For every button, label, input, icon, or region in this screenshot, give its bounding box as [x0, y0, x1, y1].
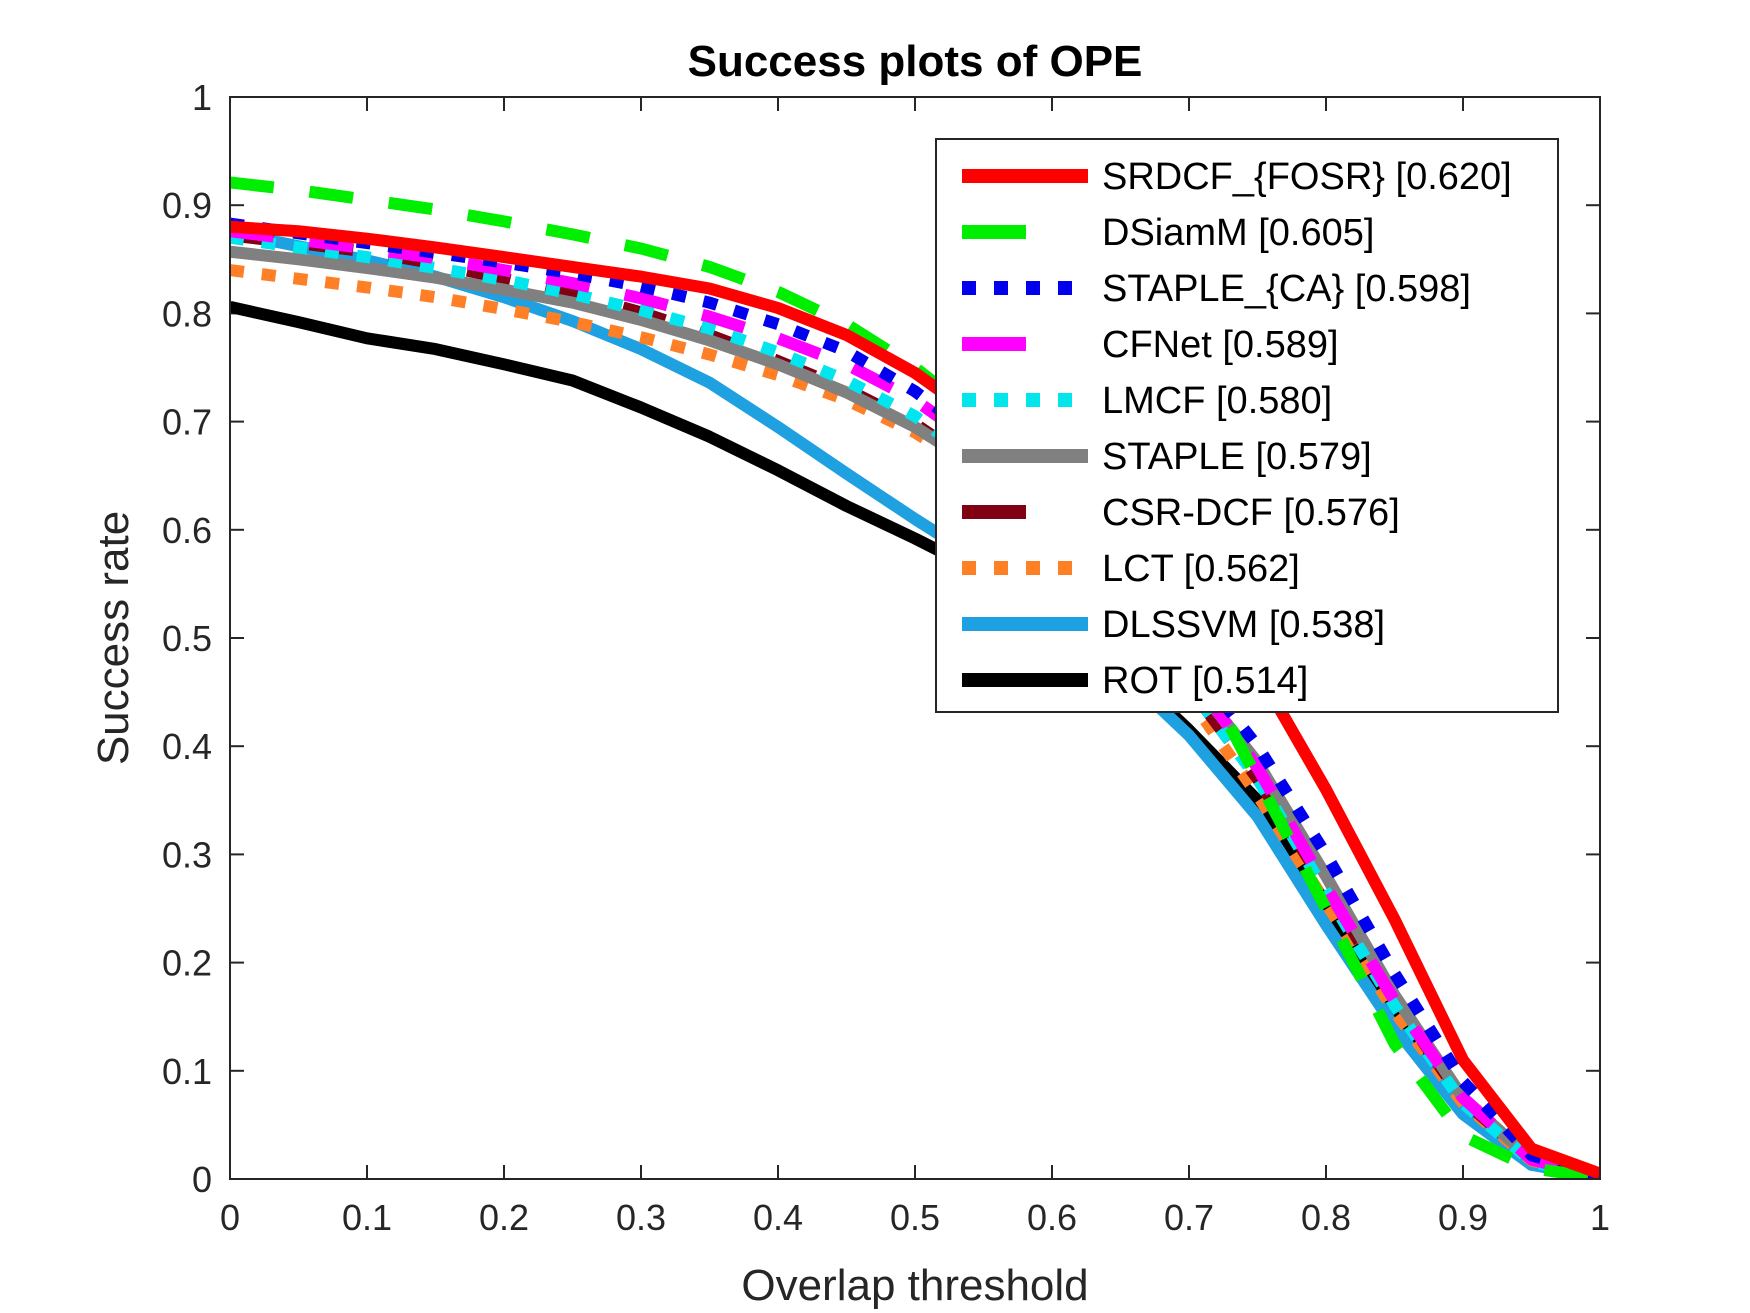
x-tick-label: 0 [220, 1197, 240, 1238]
y-tick-label: 0.3 [162, 834, 212, 875]
x-tick-label: 0.5 [890, 1197, 940, 1238]
series-line-6 [230, 245, 1600, 1179]
x-axis-label: Overlap threshold [741, 1261, 1088, 1310]
series-line-1 [230, 220, 1600, 1179]
legend-label: DLSSVM [0.538] [1102, 604, 1385, 646]
y-tick-label: 1 [192, 77, 212, 118]
plot-frame [229, 96, 1601, 1180]
x-tick-label: 0.4 [753, 1197, 803, 1238]
legend-box [935, 138, 1559, 713]
series-line-4 [230, 225, 1600, 1179]
x-tick-label: 1 [1590, 1197, 1610, 1238]
x-tick-label: 0.1 [342, 1197, 392, 1238]
legend-label: STAPLE_{CA} [0.598] [1102, 268, 1471, 310]
legend-label: CSR-DCF [0.576] [1102, 492, 1400, 534]
axis-ticks: 0 0.1 0.2 0.3 0.4 0.5 0.6 0.7 0.8 0.9 1 0 0.1 0.2 0.3 0… [162, 77, 1610, 1238]
x-tick-label: 0.6 [1027, 1197, 1077, 1238]
y-tick-label: 0.6 [162, 510, 212, 551]
y-tick-label: 0.8 [162, 293, 212, 334]
legend-label: LMCF [0.580] [1102, 380, 1332, 422]
series-line-5 [230, 231, 1600, 1179]
x-tick-label: 0.8 [1301, 1197, 1351, 1238]
y-tick-label: 0.1 [162, 1051, 212, 1092]
y-tick-label: 0.4 [162, 726, 212, 767]
legend-label: DSiamM [0.605] [1102, 212, 1374, 254]
y-axis-label: Success rate [89, 511, 138, 765]
chart-title: Success plots of OPE [688, 37, 1143, 86]
y-tick-label: 0.7 [162, 402, 212, 443]
y-tick-label: 0 [192, 1159, 212, 1200]
x-tick-label: 0.9 [1438, 1197, 1488, 1238]
y-tick-label: 0.5 [162, 618, 212, 659]
y-tick-label: 0.2 [162, 943, 212, 984]
y-tick-label: 0.9 [162, 185, 212, 226]
legend-label: STAPLE [0.579] [1102, 436, 1372, 478]
series-lines [230, 176, 1600, 1179]
legend-label: ROT [0.514] [1102, 660, 1308, 702]
legend-label: SRDCF_{FOSR} [0.620] [1102, 156, 1512, 198]
legend-label: LCT [0.562] [1102, 548, 1300, 590]
x-tick-label: 0.2 [479, 1197, 529, 1238]
legend: SRDCF_{FOSR} [0.620] DSiamM [0.605] STAPLE… [935, 138, 1559, 713]
x-tick-label: 0.3 [616, 1197, 666, 1238]
x-tick-label: 0.7 [1164, 1197, 1214, 1238]
legend-label: CFNet [0.589] [1102, 324, 1339, 366]
